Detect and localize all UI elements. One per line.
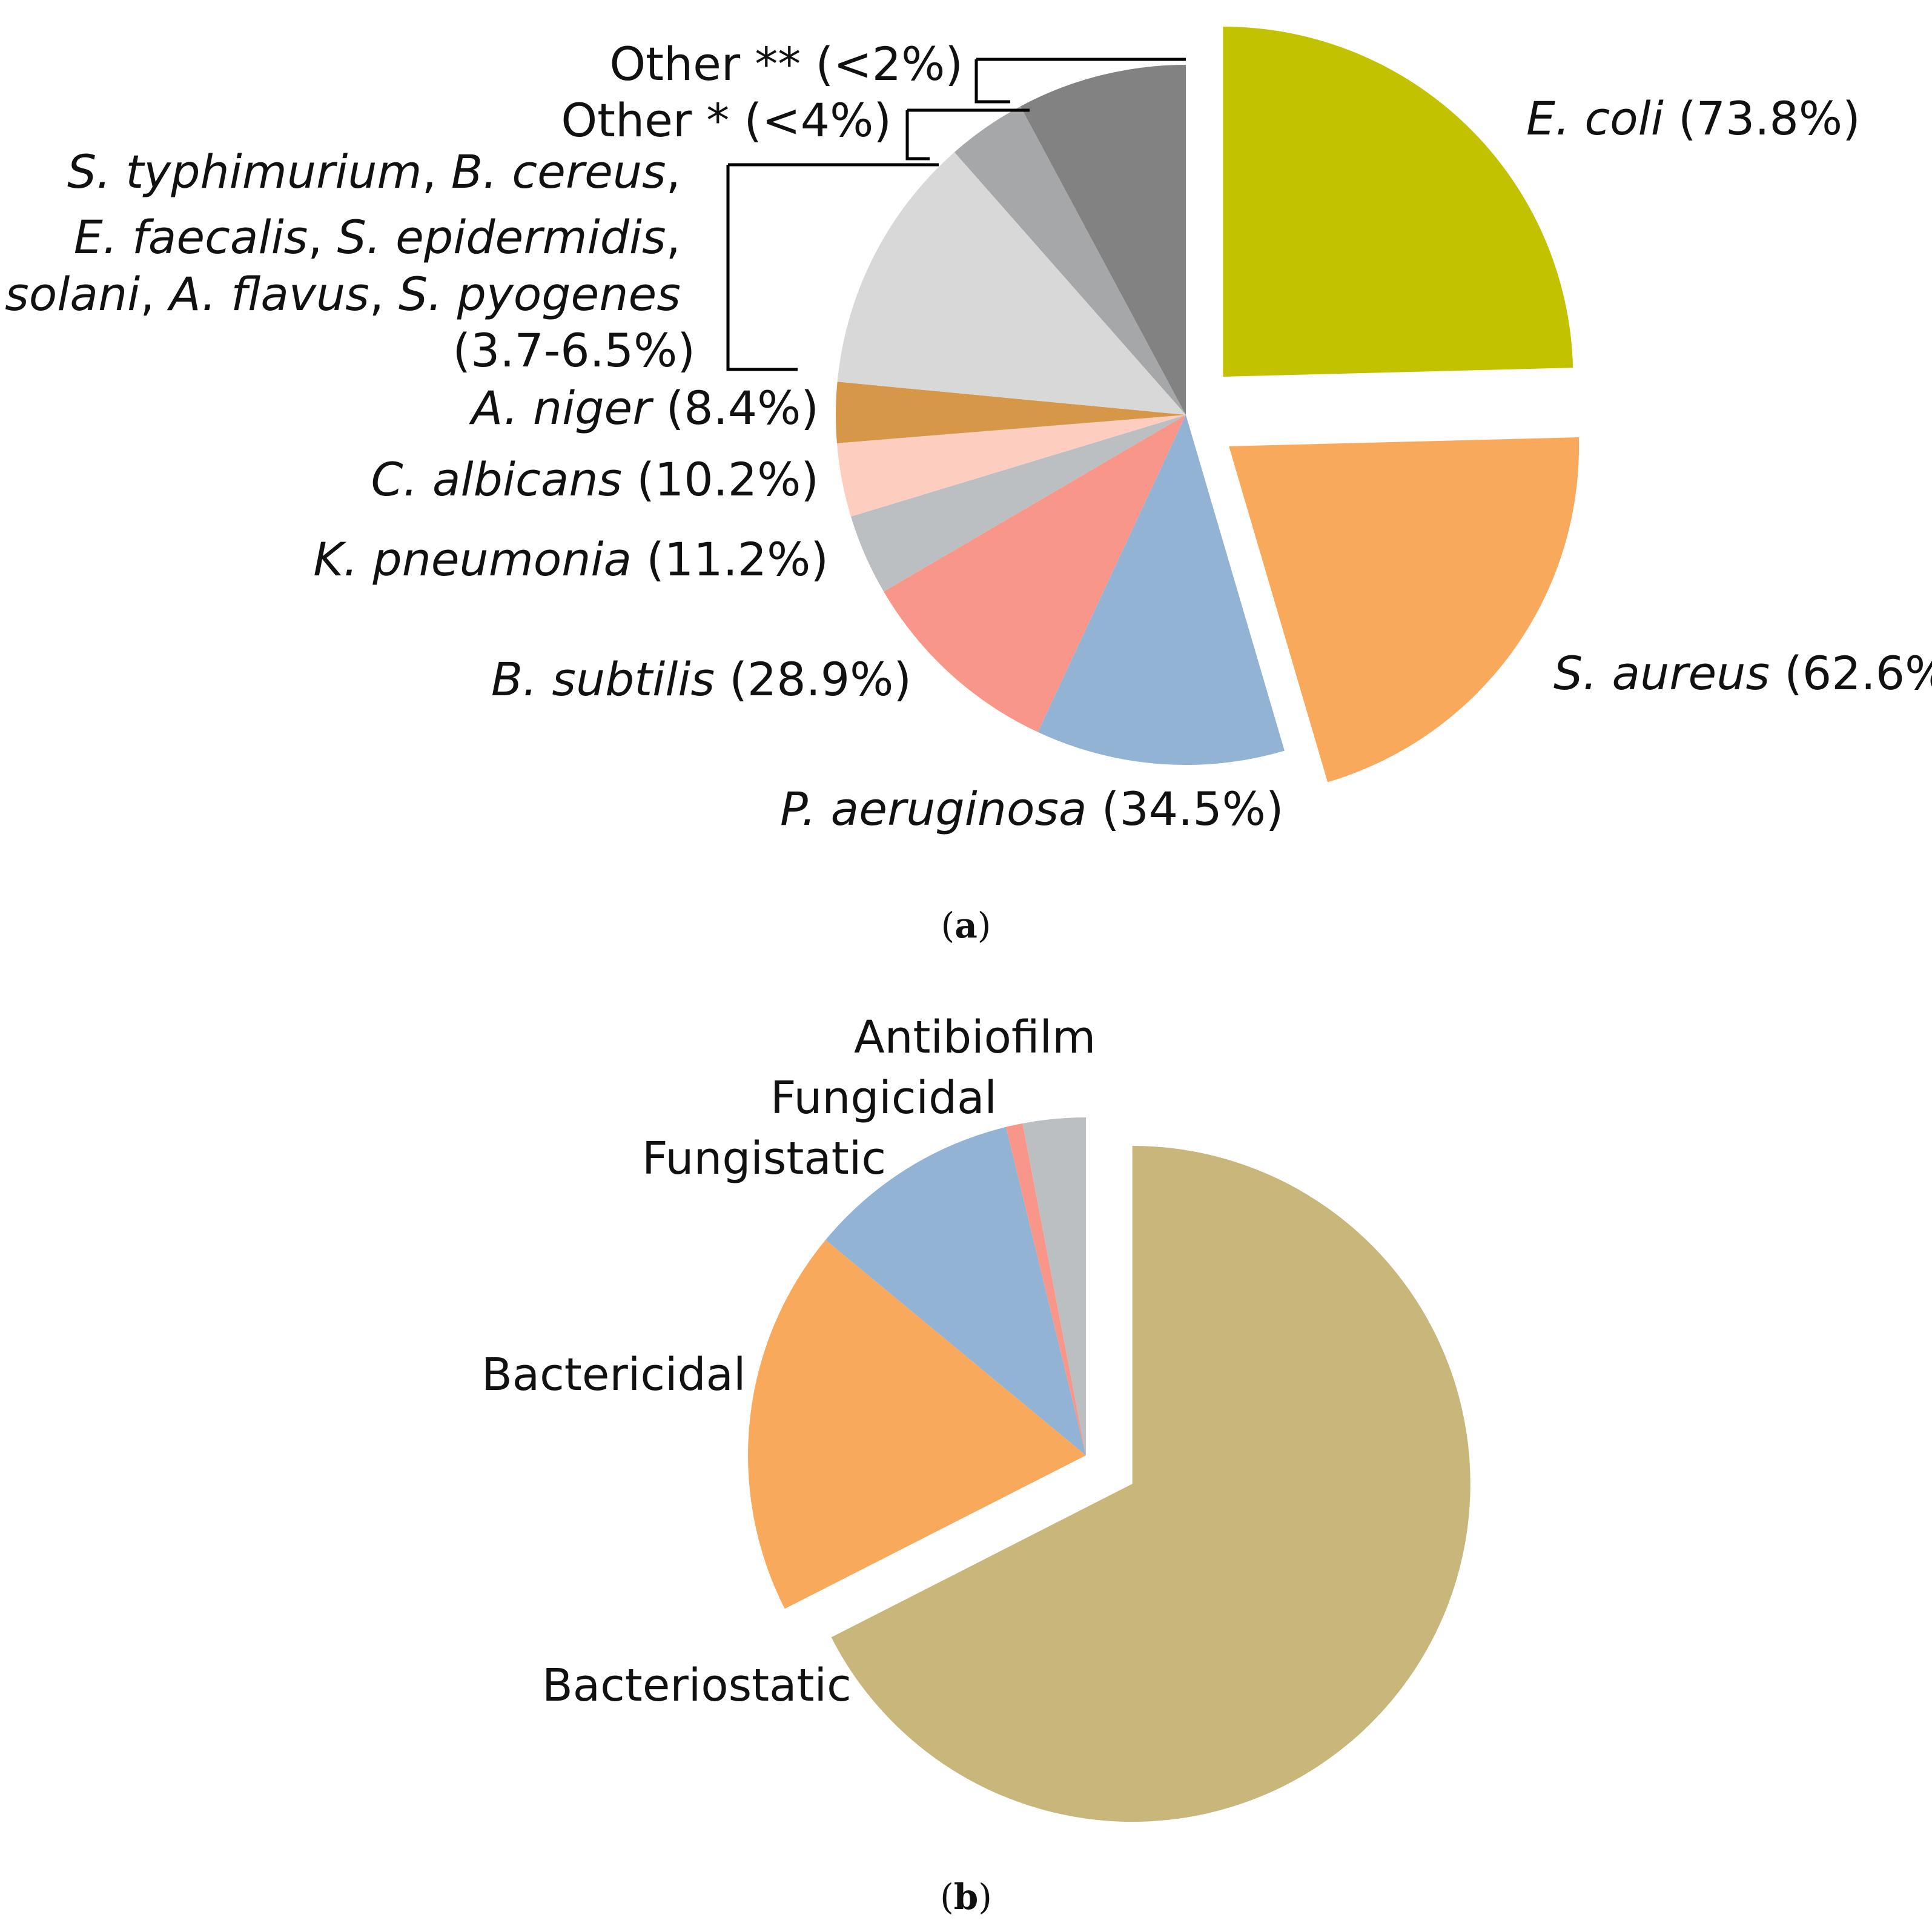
- connector-other-lt2: [974, 58, 1186, 104]
- connector-other-lt4: [905, 108, 1030, 160]
- caption-b: (b): [940, 1876, 992, 1917]
- label-a-niger: A. niger (8.4%): [468, 381, 819, 435]
- label-bactericidal: Bactericidal: [481, 1349, 746, 1401]
- caption-a: (a): [941, 905, 991, 946]
- pie-slice-other-lt2: [1020, 65, 1186, 415]
- label-group-3.7-6.5: S. typhimurium, B. cereus, E. faecalis, …: [0, 145, 695, 377]
- pie-slice-group-3.7-6.5: [837, 152, 1186, 415]
- pie-slice-a-niger: [836, 382, 1186, 443]
- label-other-lt4: Other * (<4%): [561, 93, 892, 147]
- pie-slice-c-albicans: [836, 415, 1186, 517]
- label-c-albicans: C. albicans (10.2%): [371, 452, 819, 506]
- pie-slice-fungicidal: [1006, 1123, 1086, 1455]
- label-e-coli: E. coli (73.8%): [1526, 91, 1861, 145]
- label-p-aeruginosa: P. aeruginosa (34.5%): [780, 782, 1284, 836]
- pie-slice-fungistatic: [825, 1126, 1086, 1455]
- label-s-aureus: S. aureus (62.6%): [1553, 646, 1932, 700]
- pie-chart-b: Antibiofilm Fungicidal Fungistatic Bacte…: [481, 1011, 1471, 1917]
- label-bacteriostatic: Bacteriostatic: [542, 1659, 852, 1712]
- pie-slice-p-aeruginosa: [1037, 415, 1285, 766]
- label-other-lt2: Other ** (<2%): [609, 37, 963, 91]
- label-b-subtilis: B. subtilis (28.9%): [491, 652, 911, 706]
- pie-slice-b-subtilis: [884, 415, 1186, 732]
- label-antibiofilm: Antibiofilm: [854, 1011, 1096, 1064]
- pie-slice-s-aureus: [1229, 437, 1580, 782]
- label-fungicidal: Fungicidal: [770, 1072, 997, 1124]
- pie-slice-k-pneumonia: [850, 415, 1186, 592]
- pie-slice-e-coli: [1223, 27, 1573, 377]
- label-k-pneumonia: K. pneumonia (11.2%): [313, 532, 829, 586]
- pie-slice-other-lt4: [954, 106, 1186, 415]
- pie-slice-bacteriostatic: [831, 1146, 1471, 1822]
- pie-slice-antibiofilm: [1022, 1117, 1086, 1455]
- connector-group: [726, 163, 939, 371]
- pie-chart-a: E. coli (73.8%) S. aureus (62.6%) P. aer…: [0, 27, 1932, 946]
- pie-slice-bactericidal: [748, 1240, 1086, 1609]
- label-fungistatic: Fungistatic: [642, 1133, 886, 1185]
